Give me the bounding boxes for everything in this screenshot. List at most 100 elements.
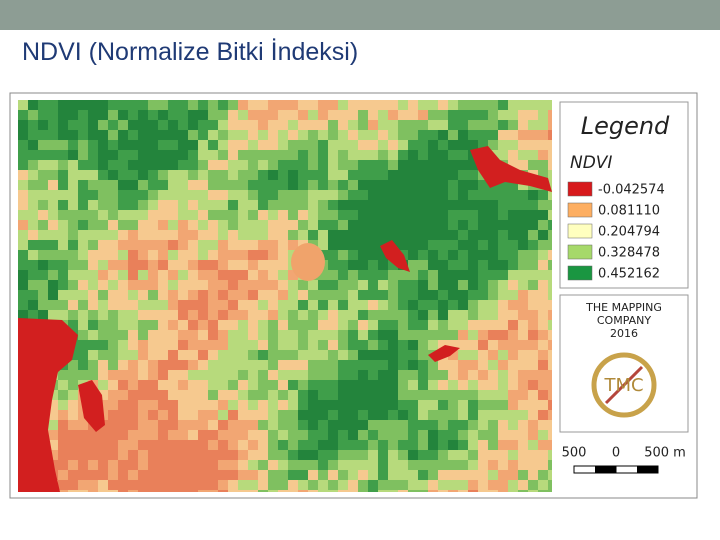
raster-cell [308, 290, 318, 300]
raster-cell [208, 200, 218, 210]
raster-cell [498, 400, 508, 410]
raster-cell [68, 110, 78, 120]
raster-cell [548, 140, 552, 150]
raster-cell [398, 430, 408, 440]
raster-cell [218, 210, 228, 220]
raster-cell [318, 130, 328, 140]
raster-cell [368, 280, 378, 290]
raster-cell [158, 270, 168, 280]
raster-cell [468, 440, 478, 450]
raster-cell [128, 290, 138, 300]
raster-cell [268, 330, 278, 340]
raster-cell [88, 140, 98, 150]
raster-cell [518, 390, 528, 400]
raster-cell [518, 440, 528, 450]
raster-cell [258, 360, 268, 370]
raster-cell [488, 490, 498, 492]
raster-cell [158, 140, 168, 150]
raster-cell [188, 140, 198, 150]
raster-cell [418, 260, 428, 270]
raster-cell [208, 360, 218, 370]
raster-cell [328, 120, 338, 130]
raster-cell [338, 220, 348, 230]
raster-cell [428, 140, 438, 150]
raster-cell [368, 160, 378, 170]
raster-cell [188, 210, 198, 220]
raster-cell [378, 280, 388, 290]
raster-cell [418, 430, 428, 440]
raster-cell [438, 480, 448, 490]
raster-cell [368, 340, 378, 350]
raster-cell [488, 320, 498, 330]
raster-cell [498, 220, 508, 230]
raster-cell [318, 400, 328, 410]
raster-cell [388, 470, 398, 480]
raster-cell [248, 260, 258, 270]
raster-cell [68, 140, 78, 150]
raster-cell [68, 460, 78, 470]
raster-cell [258, 450, 268, 460]
logo-line: COMPANY [597, 314, 652, 327]
raster-cell [318, 180, 328, 190]
raster-cell [138, 160, 148, 170]
raster-cell [58, 130, 68, 140]
raster-cell [188, 420, 198, 430]
raster-cell [228, 200, 238, 210]
raster-cell [58, 210, 68, 220]
raster-cell [198, 330, 208, 340]
raster-cell [408, 390, 418, 400]
raster-cell [248, 130, 258, 140]
raster-cell [278, 100, 288, 110]
raster-cell [438, 330, 448, 340]
raster-cell [308, 420, 318, 430]
raster-cell [388, 350, 398, 360]
raster-cell [328, 380, 338, 390]
raster-cell [368, 460, 378, 470]
raster-cell [548, 350, 552, 360]
raster-cell [188, 440, 198, 450]
raster-cell [118, 340, 128, 350]
raster-cell [108, 410, 118, 420]
raster-cell [78, 220, 88, 230]
raster-cell [68, 180, 78, 190]
raster-cell [248, 440, 258, 450]
raster-cell [108, 320, 118, 330]
raster-cell [218, 450, 228, 460]
raster-cell [548, 240, 552, 250]
raster-cell [348, 320, 358, 330]
raster-cell [78, 440, 88, 450]
raster-cell [328, 430, 338, 440]
raster-cell [78, 120, 88, 130]
raster-cell [378, 370, 388, 380]
raster-cell [168, 270, 178, 280]
raster-cell [348, 330, 358, 340]
raster-cell [128, 260, 138, 270]
raster-cell [308, 300, 318, 310]
raster-cell [118, 220, 128, 230]
raster-cell [528, 130, 538, 140]
raster-cell [198, 420, 208, 430]
raster-cell [458, 240, 468, 250]
raster-cell [268, 220, 278, 230]
raster-cell [338, 450, 348, 460]
raster-cell [198, 310, 208, 320]
raster-cell [448, 390, 458, 400]
raster-cell [508, 330, 518, 340]
raster-cell [448, 110, 458, 120]
raster-cell [458, 350, 468, 360]
raster-cell [368, 180, 378, 190]
raster-cell [398, 370, 408, 380]
raster-cell [228, 450, 238, 460]
raster-cell [88, 450, 98, 460]
raster-cell [308, 160, 318, 170]
raster-cell [498, 210, 508, 220]
raster-cell [318, 340, 328, 350]
raster-cell [428, 110, 438, 120]
raster-cell [548, 110, 552, 120]
raster-cell [368, 300, 378, 310]
raster-cell [138, 190, 148, 200]
raster-cell [388, 170, 398, 180]
raster-cell [238, 470, 248, 480]
raster-cell [248, 230, 258, 240]
raster-cell [158, 290, 168, 300]
